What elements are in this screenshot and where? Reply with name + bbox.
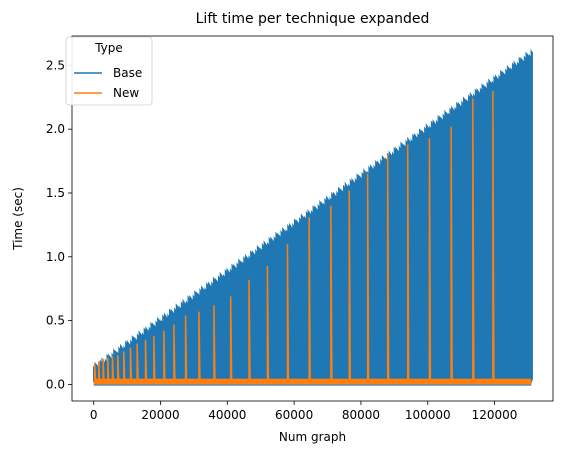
axes-frame	[71, 35, 554, 402]
y-tick-label: 1.5	[46, 186, 65, 200]
y-tick-label: 0.5	[46, 314, 65, 328]
legend-box	[65, 36, 153, 106]
x-tick-label: 80000	[342, 408, 380, 422]
legend: Type Base New	[65, 36, 153, 106]
x-tick-label: 60000	[275, 408, 313, 422]
x-tick-label: 120000	[472, 408, 518, 422]
y-tick-label: 1.0	[46, 250, 65, 264]
y-axis-label: Time (sec)	[11, 187, 25, 251]
series-line-base	[92, 49, 533, 383]
x-tick-label: 100000	[405, 408, 451, 422]
y-tick-label: 0.0	[46, 377, 65, 391]
y-tick-label: 2.0	[46, 122, 65, 136]
plot-content	[92, 49, 533, 386]
x-axis-ticks: 0 20000 40000 60000 80000 100000 120000	[90, 401, 518, 422]
legend-label-base: Base	[113, 66, 142, 80]
legend-title: Type	[94, 41, 123, 55]
y-axis-ticks: 0.0 0.5 1.0 1.5 2.0 2.5	[46, 58, 72, 391]
series-band-new	[93, 378, 532, 385]
legend-label-new: New	[113, 86, 139, 100]
x-tick-label: 0	[90, 408, 98, 422]
x-axis-label: Num graph	[279, 430, 346, 444]
chart-title: Lift time per technique expanded	[196, 11, 430, 27]
x-tick-label: 20000	[141, 408, 179, 422]
y-tick-label: 2.5	[46, 58, 65, 72]
x-tick-label: 40000	[208, 408, 246, 422]
